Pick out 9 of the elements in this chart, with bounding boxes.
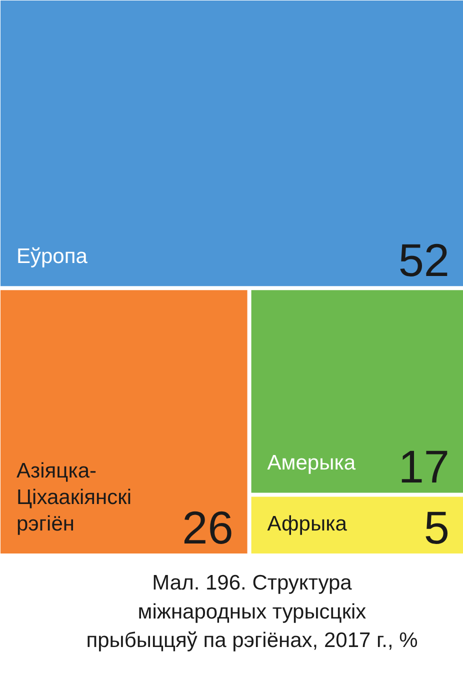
category-label: Амерыка [267,452,356,475]
category-label: Еўропа [16,245,88,268]
data-label: 5 [424,502,450,554]
data-label: 17 [398,440,450,493]
category-label: Азіяцка- Ціхаакіянскі рэгіён [16,460,132,536]
category-label: Афрыка [267,512,348,536]
data-label: 26 [182,502,234,554]
text: Мал. 196. Структура міжнародных турысцкіх прыбыццяў па рэгіёнах, 2017 г., % [86,572,418,652]
data-label: 52 [398,234,450,286]
